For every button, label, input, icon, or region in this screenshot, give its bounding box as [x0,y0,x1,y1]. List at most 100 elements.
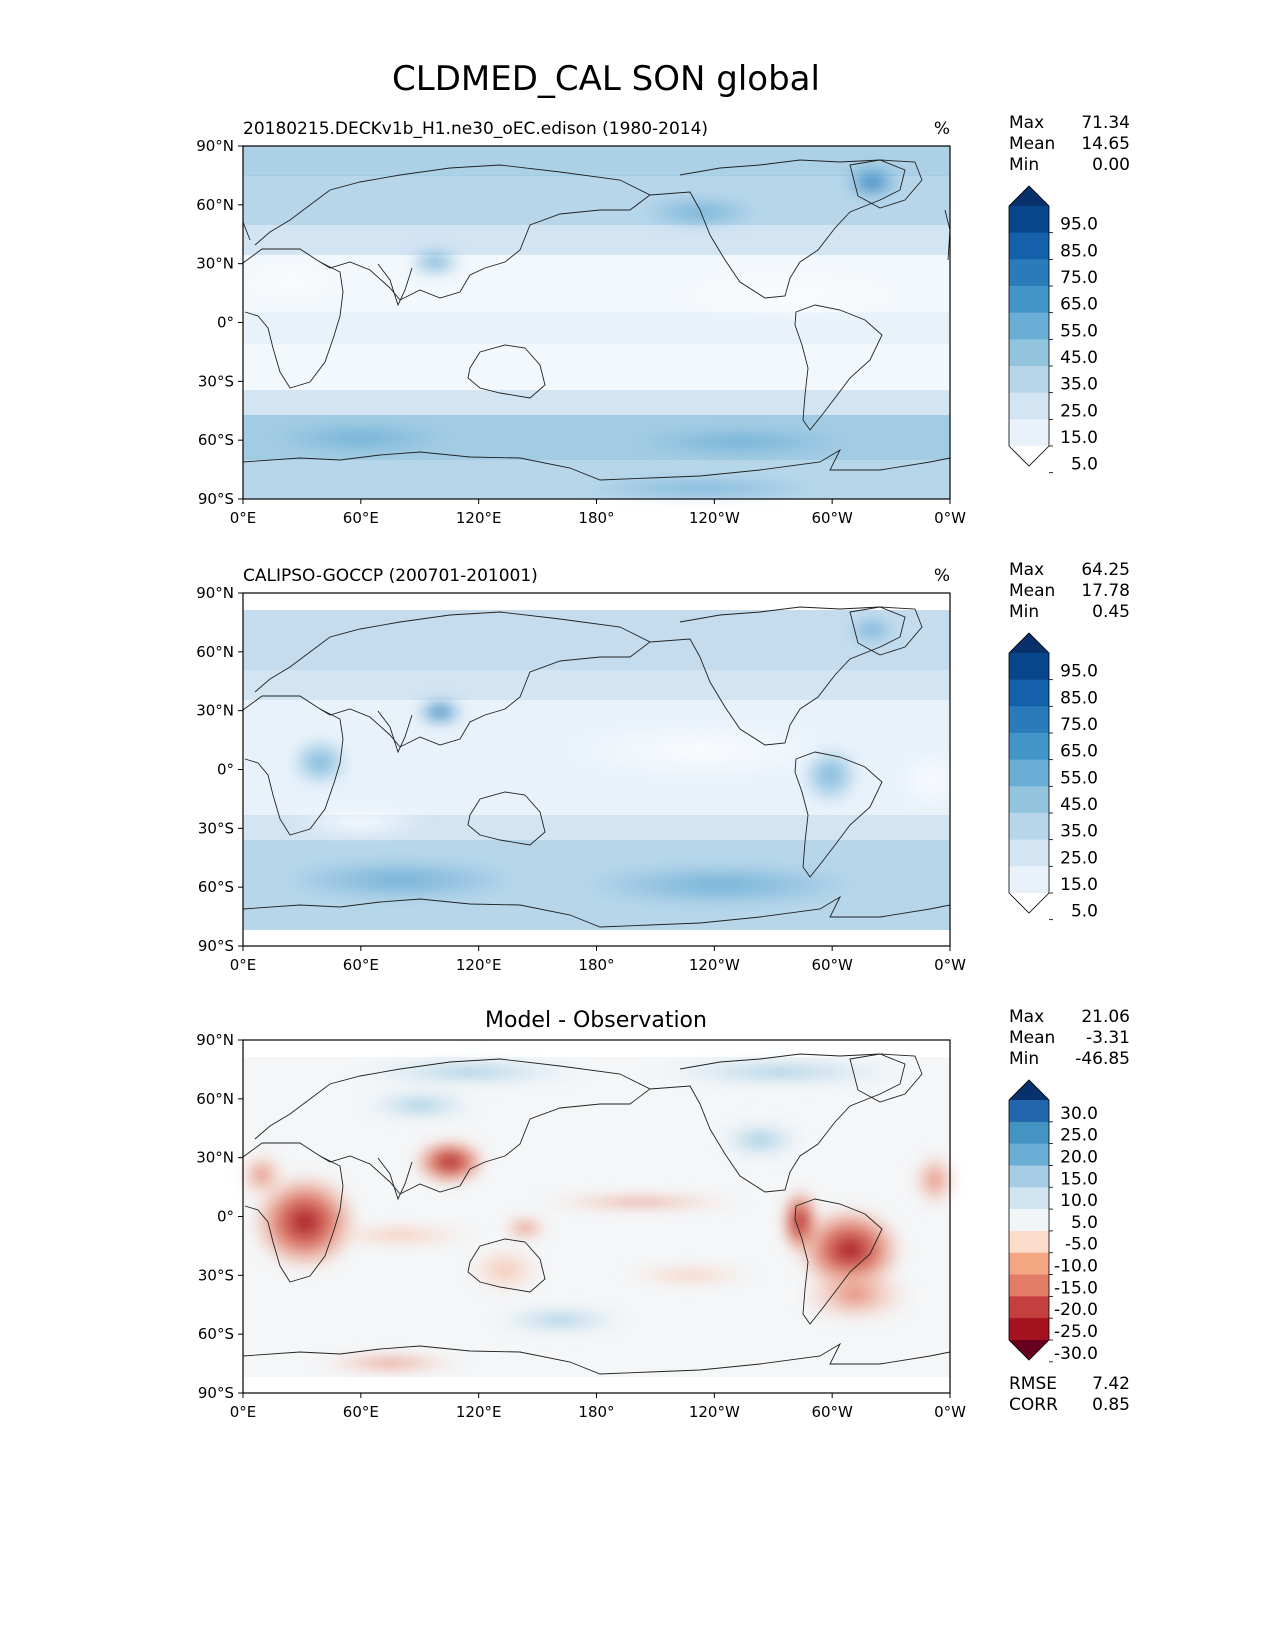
stat-value: 0.00 [1092,155,1130,175]
continent-outlines [242,606,951,928]
colorbar-extend-min [1009,893,1049,913]
coast-south-america [794,1198,883,1325]
panel-units: % [934,566,950,586]
x-tick-label: 60°W [811,509,853,527]
coast-africa [242,248,344,389]
x-tick-label: 0°E [230,509,257,527]
x-tick-label: 0°E [230,956,257,974]
x-tick-label: 0°W [934,956,966,974]
zone-north-midlat [243,175,950,225]
y-tick-label: 0° [217,314,234,332]
stat-label: RMSE [1009,1374,1057,1394]
blob-africa [290,737,350,787]
stats-box: Max 64.25 Mean 17.78 Min 0.45 [1009,560,1130,622]
x-tick-label: 0°W [934,1403,966,1421]
y-tick-label: 90°S [198,937,234,955]
x-tick-label: 120°W [689,1403,740,1421]
stat-label: Max [1009,560,1044,580]
blob-epac [560,720,840,780]
x-tick-label: 60°E [343,956,379,974]
colorbar-label: 65.0 [1060,742,1098,762]
colorbar-extend-max [1009,633,1049,653]
blob-atl [900,750,960,810]
coast-india [377,710,413,754]
y-tick-label: 90°S [198,490,234,508]
y-tick-label: 30°S [198,372,234,390]
colorbar-label: -20.0 [1054,1300,1098,1320]
colorbar-swatch [1009,1318,1049,1341]
stat-value: -46.85 [1075,1049,1130,1069]
colorbar-label: 55.0 [1060,321,1098,341]
blob-tibet [407,246,463,278]
x-tick-label: 0°W [934,509,966,527]
x-tick-label: 180° [578,1403,614,1421]
coast-africa [242,1142,344,1283]
x-tick-label: 120°W [689,509,740,527]
panel-center-title: Model - Observation [485,1008,707,1033]
stat-value: 14.65 [1081,134,1130,154]
continent-outlines [242,159,951,481]
colorbar-swatch [1009,312,1049,340]
colorbar-swatch [1009,1143,1049,1166]
colorbar-swatch [1009,733,1049,761]
coast-north-america [649,1053,906,1193]
y-tick-label: 90°N [196,137,234,155]
colorbar-swatch [1009,1187,1049,1210]
stat-label: Max [1009,113,1044,133]
map-field [240,146,950,499]
coast-australia [467,1238,546,1293]
colorbar-extend-min [1009,446,1049,466]
blob-na [715,1120,805,1160]
coast-eurasia [254,1058,651,1195]
y-tick-label: 0° [217,761,234,779]
colorbar-label: 45.0 [1060,795,1098,815]
stat-label: Min [1009,1049,1039,1069]
x-tick-label: 120°E [456,1403,502,1421]
stat-label: Max [1009,1007,1044,1027]
stats-box: Max 21.06 Mean -3.31 Min -46.85 [1009,1007,1130,1069]
blob-atl-north [910,1150,960,1210]
colorbar-label: 25.0 [1060,848,1098,868]
map-field [237,1040,960,1393]
coast-africa [242,695,344,836]
colorbar-label: -30.0 [1054,1344,1098,1364]
zone-polar-north [243,146,950,176]
colorbar-swatch [1009,259,1049,287]
blob-arctic-1 [350,1058,590,1086]
colorbar-swatch [1009,1252,1049,1276]
y-tick-label: 30°N [196,702,234,720]
colorbar-swatch [1009,759,1049,787]
x-tick-label: 0°E [230,1403,257,1421]
coast-greenland [849,606,923,656]
blob-pacific-itcz [530,1194,750,1210]
colorbar-label: 65.0 [1060,295,1098,315]
panel-obs: CALIPSO-GOCCP (200701-201001) % [196,560,1130,974]
colorbar-swatch [1009,392,1049,420]
colorbar-label: -15.0 [1054,1278,1098,1298]
y-tick-label: 60°N [196,1090,234,1108]
panel-model: 20180215.DECKv1b_H1.ne30_oEC.edison (198… [196,113,1130,527]
colorbar-label: 95.0 [1060,662,1098,682]
blob-so-1 [280,858,520,902]
coast-antarctica [242,448,951,481]
panel-units: % [934,119,950,139]
colorbar-swatch [1009,1121,1049,1145]
colorbar-swatch [1009,1209,1049,1232]
blob-sa-south [795,1265,915,1325]
blob-se-pacific [620,1265,760,1285]
colorbar-label: 10.0 [1060,1191,1098,1211]
x-tick-label: 60°W [811,1403,853,1421]
blob-antarctic-deficit [310,1353,470,1373]
colorbar-label: 85.0 [1060,241,1098,261]
y-tick-label: 30°N [196,1149,234,1167]
blob-so-2 [580,863,860,907]
y-tick-label: 30°S [198,1266,234,1284]
colorbar-label: 15.0 [1060,1169,1098,1189]
colorbar-label: 75.0 [1060,268,1098,288]
colorbar-swatch [1009,653,1049,681]
blob-sahara [240,262,340,302]
stat-label: Mean [1009,1028,1055,1048]
stat-label: CORR [1009,1395,1058,1415]
zone-north-midlat [243,610,950,670]
